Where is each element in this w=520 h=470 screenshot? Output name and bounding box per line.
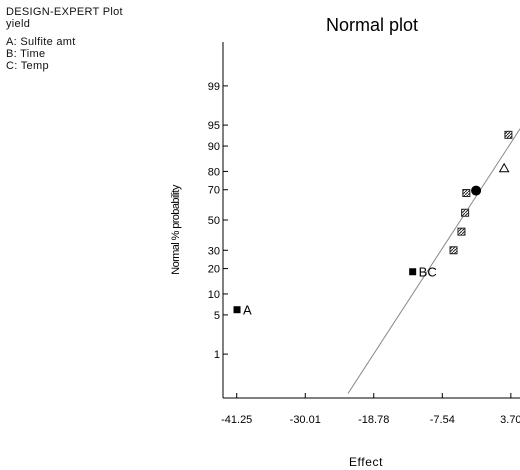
x-tick-label: -41.25 <box>221 414 252 426</box>
x-tick-label: -30.01 <box>290 414 321 426</box>
data-point <box>409 268 417 276</box>
data-point <box>471 185 482 196</box>
factor-a-label: A: Sulfite amt <box>6 36 76 48</box>
data-point <box>233 306 241 314</box>
y-tick-label: 80 <box>208 166 220 178</box>
data-point <box>498 162 510 173</box>
point-label: A <box>243 303 252 318</box>
y-tick-label: 30 <box>208 245 220 257</box>
point-label: BC <box>419 265 437 280</box>
fit-line <box>347 128 520 394</box>
y-tick-label: 5 <box>214 310 220 322</box>
factor-b-label: B: Time <box>6 48 46 60</box>
y-tick-label: 70 <box>208 185 220 197</box>
factor-c-label: C: Temp <box>6 60 49 72</box>
y-tick-label: 90 <box>208 141 220 153</box>
data-point <box>457 227 466 236</box>
data-point <box>504 130 513 139</box>
program-name: DESIGN-EXPERT Plot <box>6 6 123 18</box>
x-tick-label: 3.70 <box>500 414 520 426</box>
data-point <box>461 208 470 217</box>
y-tick-label: 99 <box>208 81 220 93</box>
data-point <box>462 189 471 198</box>
y-tick-label: 10 <box>208 289 220 301</box>
y-tick-label: 95 <box>208 120 220 132</box>
y-axis-label: Normal % probability <box>170 184 182 275</box>
response-name: yield <box>6 18 31 30</box>
y-tick-label: 1 <box>214 349 220 361</box>
data-point <box>449 246 458 255</box>
x-tick-label: -7.54 <box>430 414 455 426</box>
x-axis-label: Effect <box>349 455 383 469</box>
chart-title: Normal plot <box>326 15 418 35</box>
x-tick-label: -18.78 <box>358 414 389 426</box>
y-tick-label: 50 <box>208 215 220 227</box>
y-tick-label: 20 <box>208 264 220 276</box>
